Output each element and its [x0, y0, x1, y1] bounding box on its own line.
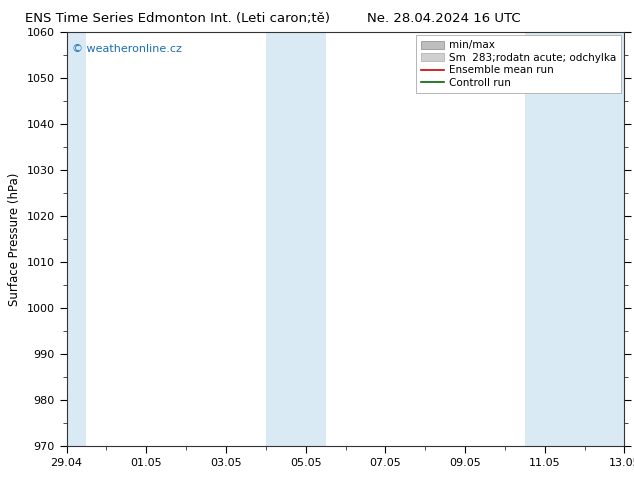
Text: © weatheronline.cz: © weatheronline.cz	[72, 44, 182, 54]
Bar	[67, 32, 86, 446]
Text: ENS Time Series Edmonton Int. (Leti caron;tě): ENS Time Series Edmonton Int. (Leti caro…	[25, 12, 330, 25]
Y-axis label: Surface Pressure (hPa): Surface Pressure (hPa)	[8, 172, 21, 306]
Bar	[266, 32, 326, 446]
Text: Ne. 28.04.2024 16 UTC: Ne. 28.04.2024 16 UTC	[367, 12, 521, 25]
Bar	[525, 32, 624, 446]
Legend: min/max, Sm  283;rodatn acute; odchylka, Ensemble mean run, Controll run: min/max, Sm 283;rodatn acute; odchylka, …	[415, 35, 621, 93]
